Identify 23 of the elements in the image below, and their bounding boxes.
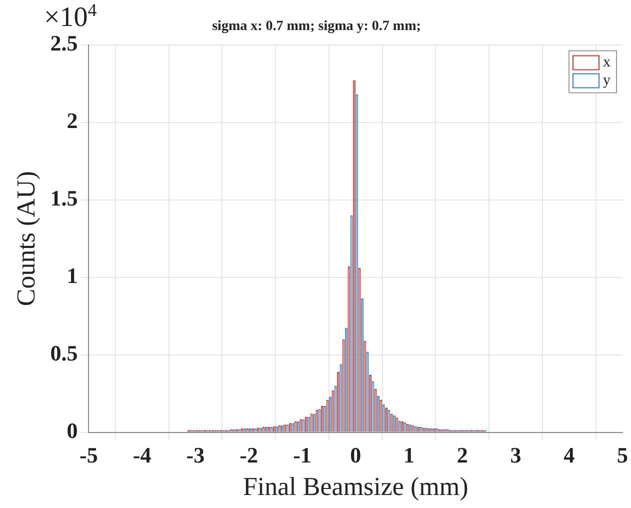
legend-label: y [603,72,611,89]
y-tick-label: 2.5 [50,30,78,56]
x-tick-label: -3 [186,442,205,468]
x-tick-label: -2 [240,442,258,468]
y-tick-label: 0.5 [50,340,78,366]
x-tick-label: 5 [617,442,628,468]
y-tick-label: 2 [66,108,78,134]
x-tick-label: 2 [456,442,468,468]
y-tick-label: 0 [66,418,78,444]
x-tick-label: 1 [403,442,414,468]
x-tick-label: -4 [132,442,152,468]
y-tick-label: 1 [66,263,78,288]
y-tick-label: 1.5 [50,186,78,211]
x-axis-title: Final Beamsize (mm) [242,472,468,502]
y-axis-title: Counts (AU) [11,171,40,306]
x-tick-label: 4 [564,442,575,468]
text: ×10$^{4}$ [44,0,97,33]
legend-label: x [603,54,611,71]
x-tick-label: 3 [510,442,522,468]
x-tick-label: -5 [80,442,98,468]
chart-title: sigma x: 0.7 mm; sigma y: 0.7 mm; [212,19,421,34]
x-tick-label: 0 [350,442,362,468]
x-tick-label: -1 [293,442,312,468]
